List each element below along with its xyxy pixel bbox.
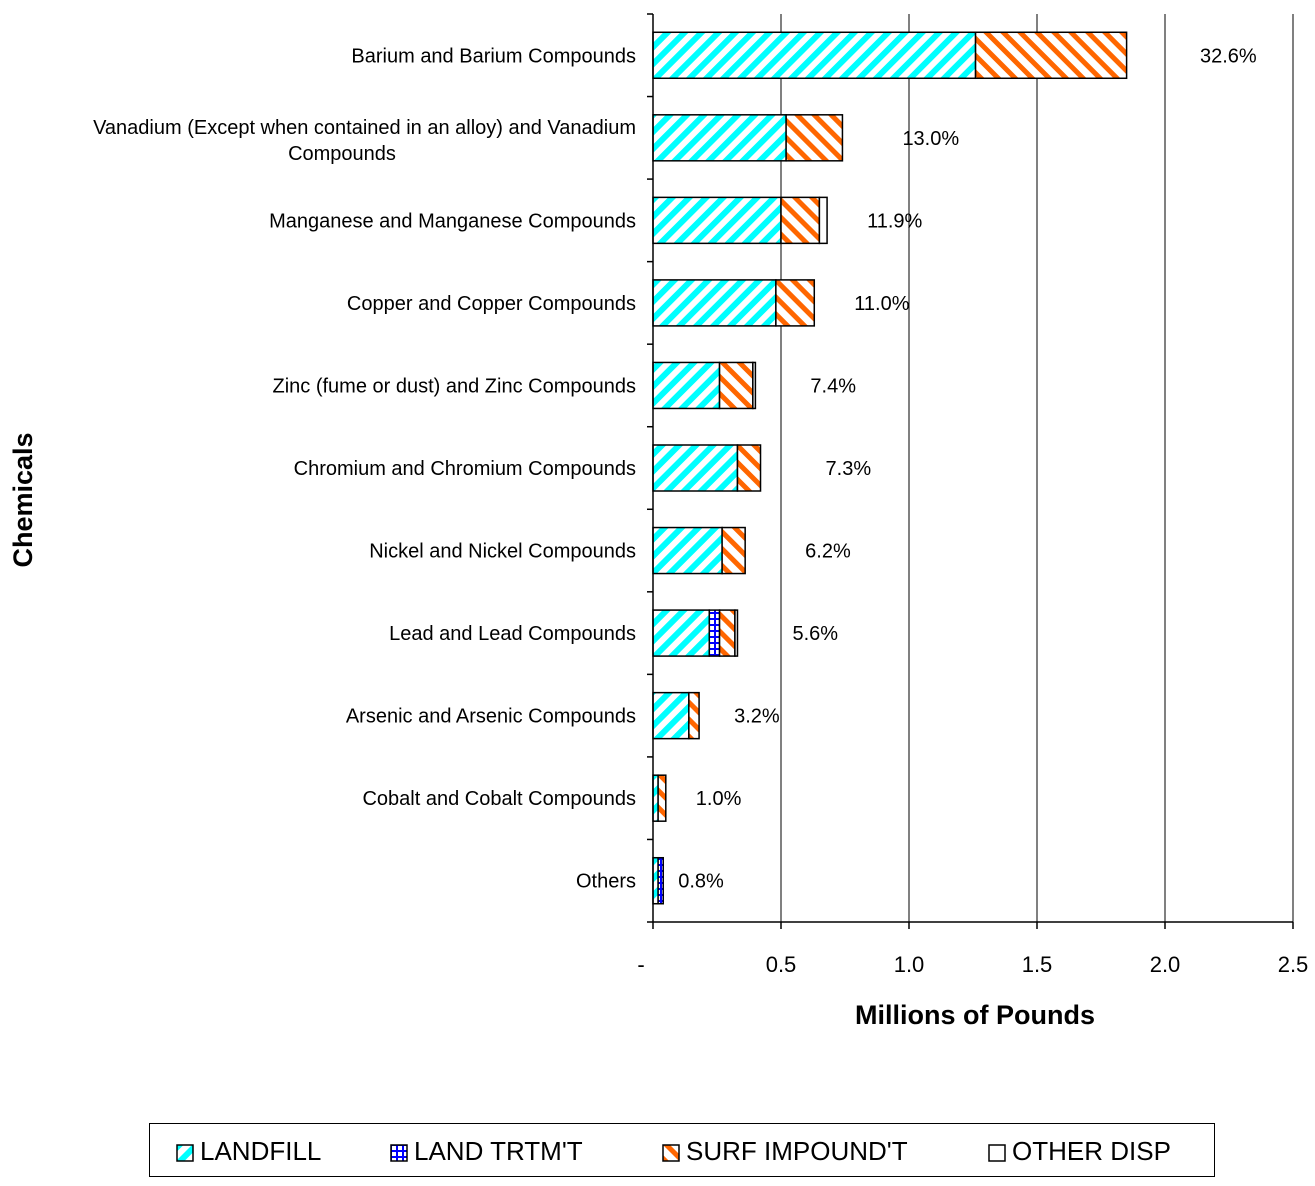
percent-label: 1.0% [696, 788, 742, 810]
bar-segment [708, 609, 721, 657]
category-label: Cobalt and Cobalt Compounds [362, 788, 636, 810]
percent-label: 6.2% [805, 541, 851, 563]
x-tick-label: 1.5 [1022, 952, 1053, 977]
bar-segment [775, 279, 816, 327]
percent-label: 32.6% [1200, 45, 1257, 67]
bar-segment [736, 444, 762, 492]
land-trtm-swatch-icon [390, 1144, 408, 1162]
percent-label: 3.2% [734, 706, 780, 728]
surf-impound-swatch-icon [662, 1144, 680, 1162]
category-label: Nickel and Nickel Compounds [369, 541, 636, 563]
bar-segment [652, 31, 977, 80]
bar-segment [652, 856, 659, 905]
percent-label: 7.3% [826, 458, 872, 480]
bar-segment [688, 691, 700, 740]
category-label: Copper and Copper Compounds [347, 293, 636, 315]
legend-item-other-disp: OTHER DISP [988, 1136, 1171, 1166]
bar-segment [718, 361, 754, 410]
y-axis-title: Chemicals [8, 432, 38, 567]
percent-label: 5.6% [792, 623, 838, 645]
bar-segment [652, 691, 690, 740]
other-disp-swatch-icon [988, 1144, 1006, 1162]
category-label: Others [576, 871, 636, 893]
legend-label-other-disp: OTHER DISP [1012, 1136, 1171, 1166]
labels: Barium and Barium Compounds 32.6% Vanadium… [93, 45, 1308, 977]
category-label: Zinc (fume or dust) and Zinc Compounds [273, 375, 637, 397]
bar-segment [652, 361, 721, 410]
category-label: Barium and Barium Compounds [351, 45, 636, 67]
percent-label: 0.8% [678, 871, 724, 893]
bar-segment [652, 609, 711, 657]
bars [652, 31, 1128, 905]
bar-segment [652, 196, 782, 245]
legend-label-landfill: LANDFILL [200, 1136, 322, 1166]
legend-item-land-trtm: LAND TRTM'T [390, 1136, 583, 1166]
legend-label-land-trtm: LAND TRTM'T [414, 1136, 583, 1166]
legend-label-surf-impound: SURF IMPOUND'T [686, 1136, 908, 1166]
bar-segment [780, 196, 821, 245]
legend-item-landfill: LANDFILL [176, 1136, 321, 1166]
bar-segment [721, 526, 746, 575]
bar-segment [718, 609, 736, 657]
bar-segment [652, 774, 659, 822]
bar-segment [652, 444, 739, 492]
bar-segment [657, 774, 667, 822]
category-label: Vanadium (Except when contained in an al… [93, 117, 636, 139]
category-label: Lead and Lead Compounds [389, 623, 636, 645]
percent-label: 11.9% [867, 210, 922, 232]
landfill-swatch-icon [176, 1144, 194, 1162]
bar-segment [652, 114, 787, 162]
legend-item-surf-impound: SURF IMPOUND'T [662, 1136, 908, 1166]
x-tick-label: 0.5 [766, 952, 797, 977]
bar-segment [652, 279, 777, 327]
category-label: Chromium and Chromium Compounds [294, 458, 636, 480]
bar-segment [734, 609, 739, 657]
bar-segment [785, 114, 844, 162]
x-tick-label: 2.0 [1150, 952, 1181, 977]
percent-label: 7.4% [810, 375, 856, 397]
percent-label: 11.0% [854, 293, 909, 315]
bar-segment [818, 196, 828, 245]
axes [647, 13, 1294, 929]
bar-segment [652, 526, 723, 575]
bar-segment [974, 31, 1128, 80]
x-axis-title: Millions of Pounds [855, 1000, 1095, 1030]
gridlines [780, 14, 1294, 922]
percent-label: 13.0% [902, 128, 959, 150]
x-tick-label: 1.0 [894, 952, 925, 977]
category-label-line2: Compounds [288, 143, 396, 165]
x-tick-label: 2.5 [1278, 952, 1309, 977]
bar-segment [752, 361, 757, 410]
bar-segment [657, 856, 664, 905]
category-label: Manganese and Manganese Compounds [269, 210, 636, 232]
category-label: Arsenic and Arsenic Compounds [346, 706, 636, 728]
x-tick-label: - [637, 952, 644, 977]
legend: LANDFILL LAND TRTM'T SURF IMPOUND'T OTHE… [149, 1123, 1215, 1177]
